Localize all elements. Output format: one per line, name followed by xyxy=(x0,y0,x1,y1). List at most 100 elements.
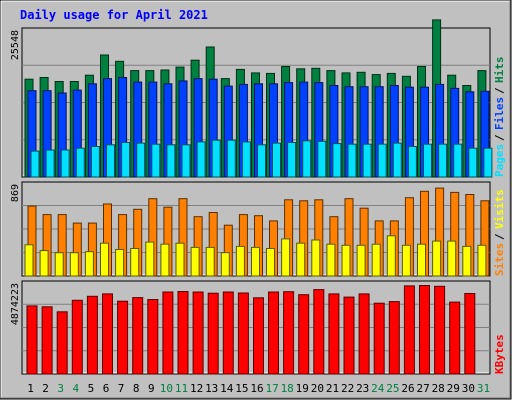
kbytes-bar xyxy=(434,285,446,375)
pages-bar xyxy=(438,143,448,178)
x-axis-day-label: 27 xyxy=(416,382,429,395)
legend-sites: Sites xyxy=(493,243,506,276)
pages-bar xyxy=(226,139,236,178)
pages-bar xyxy=(332,143,342,178)
visits-bar xyxy=(311,239,321,277)
x-axis-day-label: 14 xyxy=(220,382,234,395)
pages-bar xyxy=(302,140,312,178)
kbytes-bar xyxy=(253,297,264,375)
pages-bar xyxy=(181,144,191,178)
visits-bar xyxy=(281,238,291,277)
visits-bar xyxy=(100,242,109,277)
x-axis-day-label: 23 xyxy=(356,382,369,395)
x-axis-day-label: 5 xyxy=(88,382,95,395)
pages-bar xyxy=(362,143,372,178)
x-axis-day-label: 15 xyxy=(235,382,248,395)
x-axis-day-label: 8 xyxy=(133,382,140,395)
visits-bar xyxy=(145,241,155,277)
panel-kbytes-max-label: 4874223 xyxy=(10,283,21,325)
pages-bar xyxy=(196,141,206,178)
pages-bar xyxy=(453,143,463,178)
x-axis-day-label: 10 xyxy=(160,382,173,395)
pages-bar xyxy=(317,140,327,178)
x-axis-day-label: 11 xyxy=(175,382,188,395)
legend-files: Files xyxy=(493,97,506,130)
visits-bar xyxy=(84,251,94,277)
kbytes-bar xyxy=(41,306,53,375)
visits-bar xyxy=(477,244,487,277)
visits-bar xyxy=(447,240,457,277)
pages-bar xyxy=(257,144,266,178)
x-axis-day-label: 31 xyxy=(477,382,490,395)
visits-bar xyxy=(341,244,351,277)
visits-bar xyxy=(190,246,200,277)
x-axis-day-label: 18 xyxy=(281,382,294,395)
visits-bar xyxy=(160,243,170,277)
kbytes-bar xyxy=(313,289,325,375)
x-axis-day-label: 17 xyxy=(265,382,278,395)
pages-bar xyxy=(468,147,478,178)
kbytes-bar xyxy=(56,311,68,375)
pages-bar xyxy=(377,143,387,178)
kbytes-bar xyxy=(102,293,113,375)
visits-bar xyxy=(54,252,64,277)
visits-bar xyxy=(115,249,125,277)
pages-bar xyxy=(423,143,432,178)
kbytes-bar xyxy=(283,291,295,375)
visits-bar xyxy=(39,250,49,277)
kbytes-bar xyxy=(403,285,415,375)
chart-title: Daily usage for April 2021 xyxy=(20,8,208,22)
kbytes-bar xyxy=(117,300,129,375)
visits-bar xyxy=(371,243,381,277)
visits-bar xyxy=(24,244,34,277)
kbytes-bar xyxy=(222,291,234,375)
pages-bar xyxy=(287,142,297,178)
kbytes-bar xyxy=(464,293,476,375)
kbytes-bar xyxy=(328,293,340,375)
legend-pages: Pages xyxy=(493,144,506,177)
panel-visits-sites-max-label: 869 xyxy=(10,184,21,202)
visits-bar xyxy=(130,248,140,277)
kbytes-bar xyxy=(298,294,310,375)
kbytes-bar xyxy=(373,302,385,375)
pages-bar xyxy=(151,143,161,178)
pages-bar xyxy=(106,144,115,178)
visits-bar xyxy=(386,235,396,277)
pages-bar xyxy=(241,141,251,178)
visits-bar xyxy=(251,246,260,277)
x-axis-day-label: 13 xyxy=(205,382,218,395)
chart-panels: 25548 Pages / Files / Hits 869 Sites / Visits 4874… xyxy=(10,19,506,375)
pages-bar xyxy=(136,142,146,178)
legend-separator: / xyxy=(493,87,506,94)
panel-hits-files-pages-max-label: 25548 xyxy=(10,30,21,60)
visits-bar xyxy=(220,252,230,277)
legend-hits: Hits xyxy=(493,57,506,84)
kbytes-bar xyxy=(268,291,279,375)
kbytes-bar xyxy=(132,297,144,375)
pages-bar xyxy=(407,146,417,178)
visits-bar xyxy=(432,240,442,277)
x-axis-labels: 1 2 3 4 5 6 7 8 9 10 11 12 13 14 15 16 17 18 19 20 21 22 23 24 2… xyxy=(27,382,490,395)
kbytes-bar xyxy=(449,301,461,375)
kbytes-bar xyxy=(147,299,159,375)
legend-separator: / xyxy=(493,134,506,141)
visits-bar xyxy=(266,248,275,277)
x-axis-day-label: 1 xyxy=(27,382,34,395)
visits-bar xyxy=(175,242,185,277)
x-axis-day-label: 9 xyxy=(148,382,155,395)
pages-bar xyxy=(30,150,40,178)
visits-bar xyxy=(326,243,336,277)
visits-bar xyxy=(356,244,366,277)
x-axis-day-label: 7 xyxy=(118,382,125,395)
x-axis-day-label: 6 xyxy=(103,382,110,395)
x-axis-day-label: 16 xyxy=(250,382,263,395)
kbytes-bar xyxy=(207,292,219,375)
legend-separator: / xyxy=(493,233,506,240)
visits-bar xyxy=(235,245,245,277)
pages-bar xyxy=(60,149,70,178)
kbytes-bar xyxy=(71,299,83,375)
pages-bar xyxy=(90,146,100,178)
kbytes-bar xyxy=(162,291,174,375)
kbytes-bar xyxy=(86,295,98,375)
